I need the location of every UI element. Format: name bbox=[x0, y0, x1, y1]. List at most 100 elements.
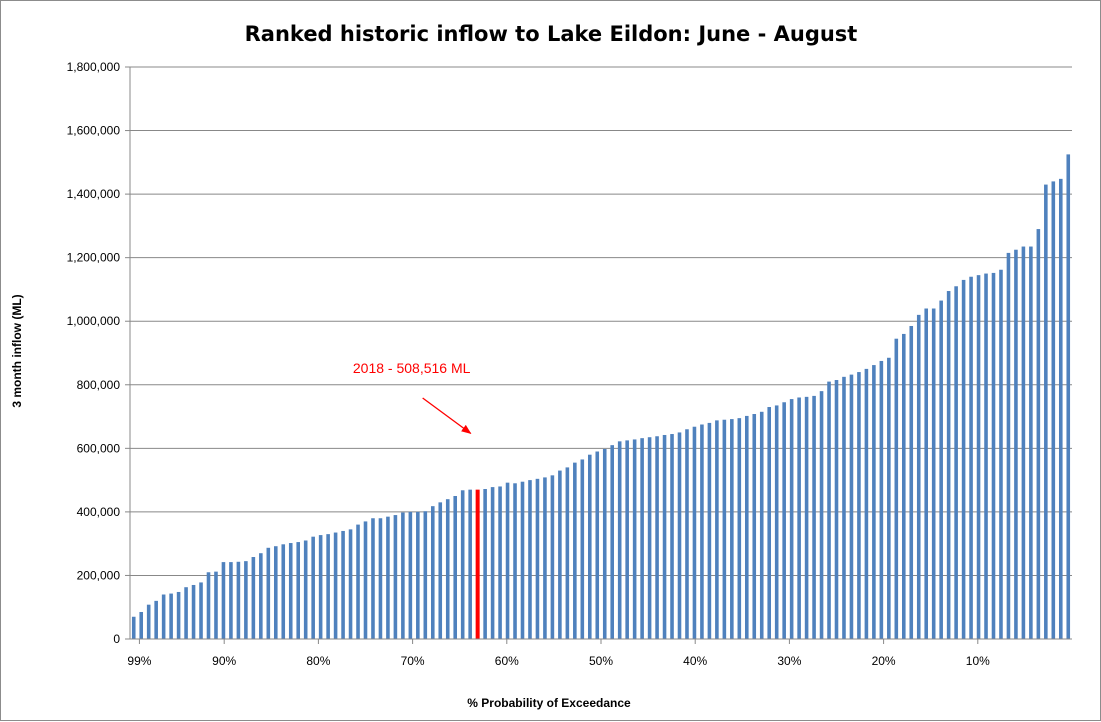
bar bbox=[288, 543, 293, 639]
x-tick-label: 30% bbox=[777, 654, 801, 668]
bar bbox=[423, 511, 428, 639]
bar bbox=[707, 422, 712, 639]
x-tick-label: 70% bbox=[401, 654, 425, 668]
y-axis-label: 3 month inflow (ML) bbox=[10, 294, 24, 407]
bar bbox=[1014, 249, 1018, 639]
bar bbox=[371, 518, 375, 639]
bar bbox=[326, 534, 330, 639]
bar bbox=[1029, 246, 1033, 640]
bar bbox=[214, 571, 218, 639]
bar bbox=[543, 477, 547, 639]
bar bbox=[460, 490, 465, 639]
annotation-arrow bbox=[422, 397, 472, 434]
bar bbox=[356, 524, 360, 639]
y-tick-label: 400,000 bbox=[77, 505, 121, 519]
bar bbox=[401, 512, 405, 639]
x-tick-label: 20% bbox=[872, 654, 896, 668]
annotation: 2018 - 508,516 ML bbox=[353, 360, 472, 434]
y-tick-label: 0 bbox=[113, 632, 120, 646]
bar bbox=[602, 448, 607, 639]
bar bbox=[535, 478, 540, 639]
bar bbox=[453, 496, 458, 639]
bar bbox=[617, 441, 622, 639]
bar bbox=[558, 470, 562, 639]
x-tick-label: 40% bbox=[683, 654, 707, 668]
bar bbox=[303, 540, 308, 639]
bar bbox=[259, 553, 263, 639]
bar bbox=[916, 314, 921, 639]
bar bbox=[767, 407, 772, 639]
bar bbox=[341, 530, 345, 639]
bar bbox=[528, 480, 532, 639]
bar bbox=[939, 300, 943, 639]
bar bbox=[1021, 246, 1026, 640]
bar bbox=[759, 411, 764, 639]
bar bbox=[909, 325, 914, 639]
bar bbox=[879, 360, 884, 639]
bar bbox=[221, 562, 226, 639]
bar bbox=[244, 561, 248, 639]
bar bbox=[363, 521, 368, 639]
bar bbox=[430, 506, 435, 639]
bar bbox=[842, 376, 846, 639]
bar bbox=[176, 591, 181, 639]
bar bbox=[827, 381, 831, 639]
bar bbox=[513, 483, 517, 639]
bar bbox=[999, 269, 1003, 639]
bar bbox=[1036, 229, 1041, 640]
bar bbox=[640, 438, 644, 639]
bar bbox=[154, 600, 158, 639]
bar bbox=[348, 529, 353, 639]
bar bbox=[445, 499, 450, 639]
x-axis-label: % Probability of Exceedance bbox=[467, 696, 631, 710]
bar bbox=[520, 481, 525, 639]
bar bbox=[386, 516, 390, 639]
bar bbox=[565, 467, 570, 639]
bar bbox=[819, 391, 824, 639]
axes bbox=[129, 67, 1072, 640]
bar bbox=[281, 544, 286, 639]
bar bbox=[184, 587, 188, 639]
bar bbox=[251, 557, 256, 639]
x-tick-label: 10% bbox=[966, 654, 990, 668]
y-tick-label: 1,600,000 bbox=[67, 124, 121, 138]
bar bbox=[991, 272, 996, 639]
x-tick-label: 99% bbox=[127, 654, 151, 668]
bar bbox=[580, 459, 585, 639]
bar bbox=[1044, 184, 1048, 640]
bar bbox=[737, 418, 742, 639]
bar bbox=[864, 368, 869, 639]
x-tick-label: 60% bbox=[495, 654, 519, 668]
bar bbox=[834, 380, 839, 639]
bar bbox=[131, 616, 136, 639]
bar bbox=[296, 542, 301, 639]
bar bbox=[901, 333, 906, 639]
bar bbox=[700, 424, 704, 639]
bar bbox=[266, 547, 271, 639]
bar bbox=[782, 402, 786, 639]
bar bbox=[416, 511, 420, 639]
y-tick-label: 200,000 bbox=[77, 568, 121, 582]
bar bbox=[206, 572, 211, 639]
bar bbox=[872, 365, 876, 639]
y-tick-label: 1,800,000 bbox=[67, 60, 121, 74]
bar bbox=[1058, 178, 1063, 639]
bar bbox=[804, 396, 809, 639]
y-tick-label: 1,200,000 bbox=[67, 251, 121, 265]
bar bbox=[550, 475, 555, 639]
bar bbox=[408, 511, 413, 639]
bar bbox=[797, 397, 801, 639]
y-tick-label: 600,000 bbox=[77, 441, 121, 455]
bar bbox=[946, 291, 951, 639]
bar bbox=[378, 518, 383, 639]
bars bbox=[131, 154, 1071, 640]
bar bbox=[789, 399, 794, 639]
bar bbox=[857, 372, 861, 639]
y-tick-label: 800,000 bbox=[77, 378, 121, 392]
bar bbox=[812, 395, 816, 639]
bar bbox=[722, 419, 727, 639]
bar bbox=[161, 594, 166, 639]
bar bbox=[625, 440, 629, 639]
bar bbox=[610, 445, 615, 639]
